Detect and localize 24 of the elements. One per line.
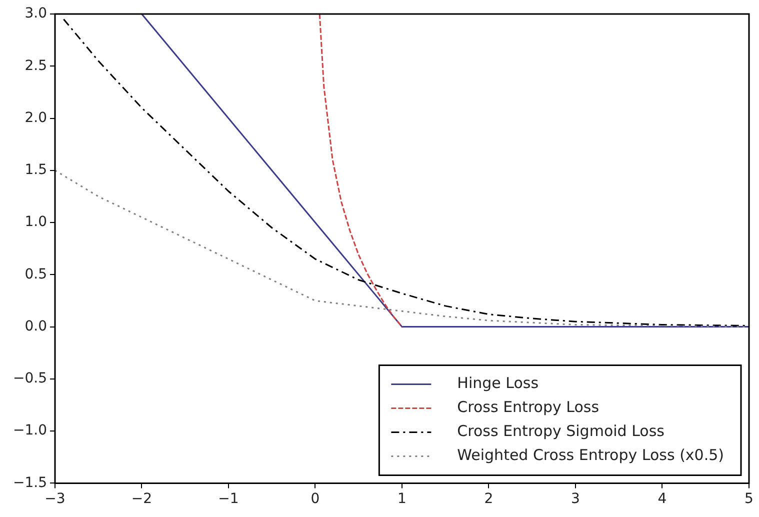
y-tick-label: 0.5	[24, 266, 47, 282]
line-series	[318, 14, 403, 328]
x-tick-label: −2	[131, 491, 152, 508]
x-tick-label: −3	[44, 491, 66, 508]
y-tick-label: 3.0	[24, 6, 47, 22]
y-tick-label: 2.5	[24, 58, 47, 74]
x-tick-label: 4	[658, 491, 667, 508]
y-tick-label: 0.0	[24, 318, 47, 334]
y-tick-label: −1.5	[12, 474, 47, 491]
legend-label: Cross Entropy Loss	[457, 398, 600, 416]
legend-label: Hinge Loss	[457, 374, 539, 392]
y-tick-label: 2.0	[24, 110, 47, 126]
y-tick-label: −0.5	[12, 370, 47, 387]
legend-label: Weighted Cross Entropy Loss (x0.5)	[457, 446, 724, 464]
y-tick-label: −1.0	[12, 422, 47, 439]
legend-label: Cross Entropy Sigmoid Loss	[457, 422, 665, 440]
x-tick-label: −1	[218, 491, 239, 508]
y-tick-label: 1.0	[24, 214, 47, 230]
x-tick-label: 5	[744, 491, 754, 508]
x-tick-label: 0	[310, 491, 320, 508]
x-tick-label: 2	[484, 491, 494, 508]
x-tick-label: 1	[398, 491, 406, 508]
y-tick-label: 1.5	[24, 162, 47, 178]
x-tick-label: 3	[571, 491, 580, 508]
